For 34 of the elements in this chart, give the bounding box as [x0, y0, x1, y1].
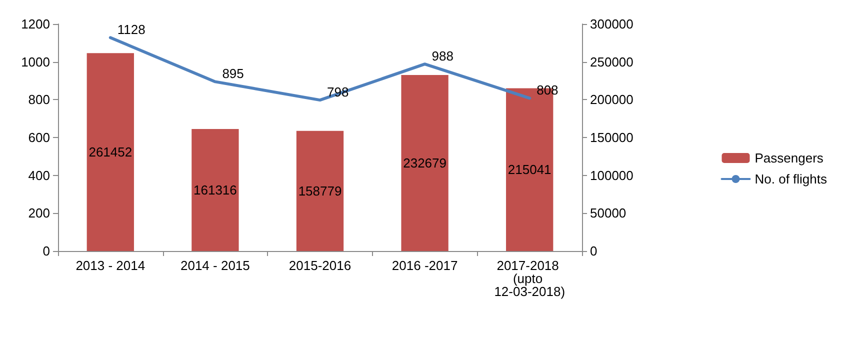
bar [296, 130, 344, 251]
y2-tick-label: 50000 [590, 206, 626, 221]
y-tick-label: 600 [28, 130, 50, 145]
data-label: 1128 [117, 22, 146, 38]
data-label: 161316 [194, 182, 237, 198]
bar [401, 74, 448, 251]
bar [86, 53, 134, 251]
x-tick-label: 2017-2018 (upto 12-03-2018) [494, 258, 566, 299]
y-tick-label: 1200 [21, 16, 50, 32]
y-tick-label: 0 [42, 244, 50, 258]
y-tick-label: 800 [28, 92, 50, 108]
data-label: 215041 [508, 162, 552, 178]
data-label: 232679 [403, 155, 446, 170]
data-label: 261452 [88, 144, 132, 160]
y-tick-label: 400 [28, 168, 50, 183]
data-label: 895 [222, 66, 244, 82]
data-label: 988 [432, 48, 454, 64]
y2-tick-label: 0 [590, 244, 598, 258]
x-tick-label: 2013 - 2014 [76, 258, 146, 273]
legend-label: Passengers [754, 150, 824, 166]
data-label: 158779 [298, 183, 342, 198]
y-tick-label: 200 [28, 206, 50, 221]
x-tick-label: 2015-2016 [288, 258, 352, 273]
y2-tick-label: 300000 [590, 16, 634, 32]
bar [192, 128, 239, 251]
x-tick-label: 2014 - 2015 [180, 258, 250, 273]
x-tick-label: 2016 -2017 [392, 258, 458, 273]
y2-tick-label: 200000 [590, 92, 634, 108]
legend-label: No. of flights [754, 172, 828, 186]
y2-tick-label: 250000 [590, 54, 634, 70]
y2-tick-label: 100000 [590, 168, 634, 183]
line-series [108, 36, 532, 102]
y-tick-label: 1000 [21, 54, 50, 70]
y2-tick-label: 150000 [590, 130, 634, 145]
